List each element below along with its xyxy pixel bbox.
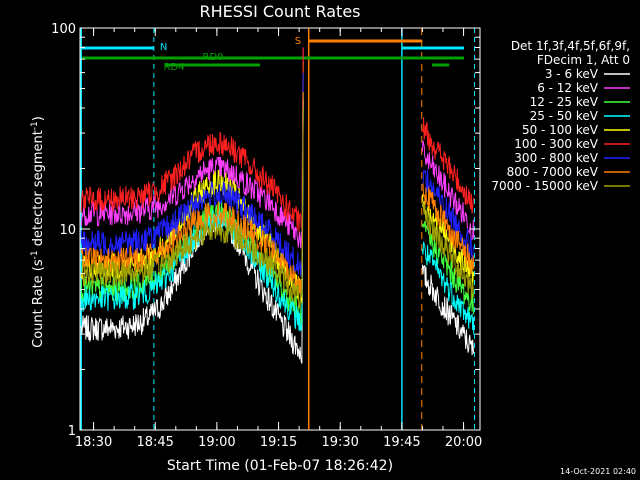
- legend-label: 300 - 800 keV: [514, 151, 598, 165]
- x-tick-label: 19:00: [198, 435, 235, 450]
- series-line-post: [421, 264, 475, 356]
- legend-label: 6 - 12 keV: [537, 81, 599, 95]
- legend-label: 100 - 300 keV: [514, 137, 598, 151]
- y-axis-label-end: ): [31, 116, 46, 121]
- legend: Det 1f,3f,4f,5f,6f,9f, FDecim 1, Att 0 3…: [491, 39, 630, 193]
- series-line-pre: [80, 47, 304, 249]
- plot-frame: [79, 27, 481, 431]
- y-axis-label-sup1: -1: [30, 250, 40, 259]
- x-tick-label: 19:45: [383, 435, 420, 450]
- y-tick-label: 10: [59, 223, 76, 238]
- legend-header-2: FDecim 1, Att 0: [537, 53, 630, 67]
- legend-label: 50 - 100 keV: [522, 123, 599, 137]
- series-line-post: [421, 182, 475, 275]
- legend-label: 12 - 25 keV: [530, 95, 599, 109]
- timestamp: 14-Oct-2021 02:40: [560, 467, 636, 476]
- series-line-post: [421, 200, 475, 300]
- series-line-post: [421, 117, 475, 214]
- legend-label: 800 - 7000 keV: [507, 165, 599, 179]
- x-tick-label: 19:30: [321, 435, 358, 450]
- night-label: N: [160, 42, 167, 53]
- legend-label: 25 - 50 keV: [530, 109, 599, 123]
- series-line-pre: [80, 47, 304, 233]
- x-axis-label: Start Time (01-Feb-07 18:26:42): [167, 458, 393, 474]
- series-layer: [80, 47, 475, 364]
- y-tick-label: 1: [68, 424, 76, 439]
- plot-border: [79, 27, 481, 431]
- x-tick-label: 19:15: [260, 435, 297, 450]
- chart-title: RHESSI Count Rates: [200, 2, 361, 21]
- series-line-post: [421, 241, 475, 335]
- time-bands: N S RD0 RD4: [80, 28, 476, 430]
- legend-label: 3 - 6 keV: [545, 67, 599, 81]
- x-tick-label: 18:30: [75, 435, 112, 450]
- x-tick-label: 20:00: [445, 435, 482, 450]
- y-axis-label-sup2: -1: [30, 121, 40, 130]
- series-line-pre: [80, 99, 304, 364]
- legend-label: 7000 - 15000 keV: [491, 179, 598, 193]
- x-tick-label: 18:45: [136, 435, 173, 450]
- rd4-label: RD4: [163, 62, 184, 73]
- series-line-post: [421, 169, 475, 263]
- y-axis-label: Count Rate (s-1 detector segment-1): [30, 116, 46, 348]
- series-line-pre: [80, 72, 304, 277]
- y-axis-label-main: Count Rate (s: [31, 259, 46, 348]
- series-line-post: [421, 140, 475, 241]
- series-line-pre: [80, 107, 304, 309]
- saa-label: S: [295, 36, 301, 47]
- rd0-label: RD0: [203, 52, 224, 63]
- legend-header-1: Det 1f,3f,4f,5f,6f,9f,: [511, 39, 630, 53]
- series-line-pre: [80, 92, 304, 294]
- y-tick-label: 100: [51, 22, 76, 37]
- y-axis-label-mid: detector segment: [31, 130, 46, 250]
- axes-layer: 18:30 18:45 19:00 19:15 19:30 19:45 20:00 1 10 10…: [51, 22, 482, 450]
